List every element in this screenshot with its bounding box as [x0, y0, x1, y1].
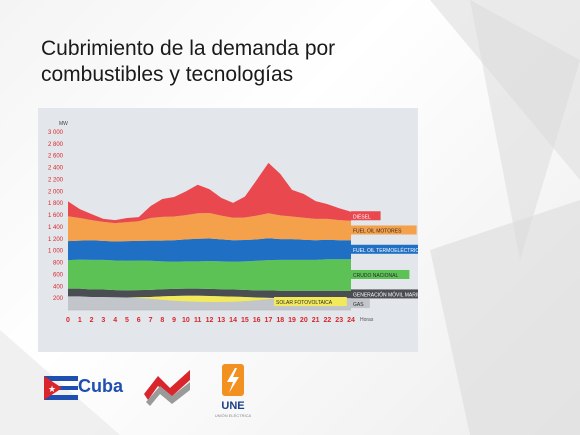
legend-label-solar-fotovoltaica: SOLAR FOTOVOLTAICA	[276, 300, 333, 306]
y-tick-label: 800	[53, 261, 64, 267]
y-tick-label: 2 400	[48, 166, 64, 172]
x-tick-label: 23	[335, 317, 343, 324]
legend-label-fuel-oil-motores: FUEL OIL MOTORES	[353, 228, 402, 234]
x-axis-label: Horas	[360, 317, 374, 323]
x-tick-label: 6	[137, 317, 141, 324]
legend-label-diesel: DIÉSEL	[353, 213, 371, 220]
une-logo-subtitle: UNIÓN ELÉCTRICA	[214, 413, 252, 418]
x-tick-label: 9	[172, 317, 176, 324]
x-tick-label: 18	[276, 317, 284, 324]
legend-swatch-crudo-nacional	[351, 269, 410, 279]
x-tick-label: 4	[113, 317, 117, 324]
legend-label-generacion-movil-mariel: GENERACIÓN MÓVIL MARIEL	[353, 291, 418, 298]
x-tick-label: 14	[229, 317, 237, 324]
x-tick-label: 8	[160, 317, 164, 324]
legend-swatch-gas	[351, 299, 370, 309]
svg-text:★: ★	[48, 385, 56, 395]
x-tick-label: 0	[66, 317, 70, 324]
slide-title-line1: Cubrimiento de la demanda por	[41, 37, 336, 60]
x-tick-label: 15	[241, 317, 249, 324]
legend-label-crudo-nacional: CRUDO NACIONAL	[353, 273, 399, 279]
x-tick-label: 19	[288, 317, 296, 324]
ministry-logo-icon	[144, 370, 190, 406]
y-tick-label: 600	[53, 272, 64, 278]
y-axis-label: MW	[59, 121, 68, 127]
chart-panel: MW 200 400 600 800 1 000 1 200 1 400 1 600 1 800 2…	[38, 108, 418, 352]
une-logo: UNE UNIÓN ELÉCTRICA	[210, 362, 256, 422]
y-tick-label: 400	[53, 284, 64, 290]
x-tick-label: 2	[90, 317, 94, 324]
x-tick-label: 17	[265, 317, 273, 324]
x-tick-label: 1	[78, 317, 82, 324]
y-tick-label: 2 600	[48, 154, 64, 160]
area-solar-fotovoltaica	[68, 295, 351, 302]
logo-bar: ★ Cuba UNE UNIÓN ELÉCTRICA	[0, 360, 580, 435]
y-tick-label: 2 800	[48, 142, 64, 148]
y-tick-label: 200	[53, 296, 64, 302]
cuba-logo-text: Cuba	[78, 376, 123, 396]
une-bolt-icon	[222, 364, 244, 396]
legend-swatch-generacion-movil-mariel	[351, 289, 418, 299]
y-tick-label: 1 000	[48, 249, 64, 255]
legend-swatch-fuel-oil-termoelectricas	[351, 244, 418, 254]
y-tick-label: 3 000	[48, 130, 64, 136]
x-tick-label: 5	[125, 317, 129, 324]
x-tick-label: 16	[253, 317, 261, 324]
legend-label-gas: GAS	[353, 302, 364, 308]
y-tick-label: 2 000	[48, 189, 64, 195]
x-tick-label: 13	[217, 317, 225, 324]
area-fuel-oil-termoelectricas	[68, 238, 351, 262]
x-tick-label: 22	[324, 317, 332, 324]
area-diesel	[68, 162, 351, 224]
x-tick-label: 12	[206, 317, 214, 324]
x-tick-label: 21	[312, 317, 320, 324]
y-tick-label: 1 800	[48, 201, 64, 207]
y-tick-label: 1 400	[48, 225, 64, 231]
x-tick-label: 3	[101, 317, 105, 324]
une-logo-text: UNE	[221, 400, 245, 412]
cuba-flag-icon: ★	[44, 376, 78, 400]
legend-swatch-diesel	[351, 211, 381, 221]
x-tick-label: 11	[194, 317, 202, 324]
cuba-logo: ★ Cuba	[44, 370, 124, 402]
slide-title-line2: combustibles y tecnologías	[41, 63, 294, 86]
y-tick-label: 2 200	[48, 177, 64, 183]
x-tick-label: 10	[182, 317, 190, 324]
legend-swatch-fuel-oil-motores	[351, 225, 417, 235]
y-tick-label: 1 600	[48, 213, 64, 219]
x-tick-label: 20	[300, 317, 308, 324]
x-tick-label: 7	[149, 317, 153, 324]
x-tick-label: 24	[347, 317, 355, 324]
legend-swatch-solar-fotovoltaica	[274, 297, 347, 306]
y-tick-label: 1 200	[48, 237, 64, 243]
area-generacion-movil-mariel	[68, 288, 351, 299]
area-fuel-oil-motores	[68, 212, 351, 242]
area-crudo-nacional	[68, 259, 351, 291]
slide-title: Cubrimiento de la demanda por combustibl…	[41, 36, 401, 88]
legend-label-fuel-oil-termoelectricas: FUEL OIL TERMOELÉCTRICAS	[353, 247, 418, 254]
